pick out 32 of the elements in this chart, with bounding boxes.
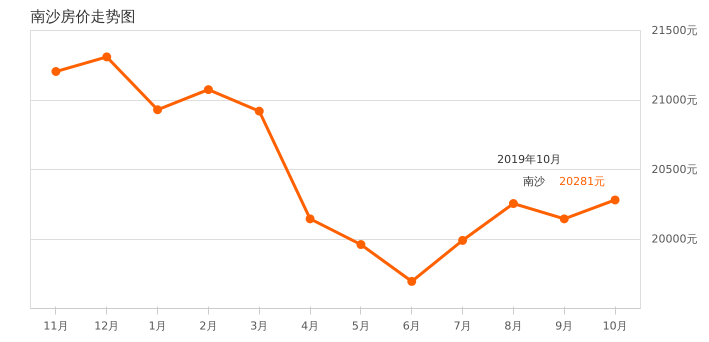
x-tick-label: 10月 bbox=[602, 320, 628, 332]
y-tick-label: 20000元 bbox=[652, 232, 698, 246]
series-label: 南沙 bbox=[523, 174, 546, 188]
x-tick-label: 5月 bbox=[352, 320, 370, 332]
x-tick-label: 11月 bbox=[43, 320, 68, 332]
point bbox=[407, 276, 416, 286]
x-tick-label: 3月 bbox=[250, 320, 268, 332]
point bbox=[102, 52, 112, 62]
y-tick-label: 21500元 bbox=[652, 24, 698, 37]
point bbox=[356, 240, 366, 250]
point bbox=[508, 199, 518, 208]
x-tick-label: 6月 bbox=[402, 320, 421, 332]
x-tick-label: 7月 bbox=[454, 320, 472, 332]
x-tick-label: 4月 bbox=[301, 320, 320, 332]
x-tick-label: 8月 bbox=[504, 320, 522, 332]
y-tick-label: 20500元 bbox=[652, 163, 698, 176]
x-tick-label: 9月 bbox=[555, 320, 574, 332]
x-tick-label: 2月 bbox=[199, 320, 218, 332]
annotation: 2019年10月 bbox=[497, 152, 562, 166]
x-tick-label: 12月 bbox=[94, 320, 120, 332]
y-tick-label: 21000元 bbox=[652, 94, 698, 106]
point bbox=[306, 214, 315, 224]
point bbox=[254, 106, 264, 116]
point bbox=[560, 214, 569, 224]
point bbox=[51, 67, 60, 76]
x-tick-label: 1月 bbox=[148, 320, 167, 332]
point bbox=[458, 236, 468, 245]
data-label: 20281元 bbox=[559, 174, 606, 188]
point bbox=[204, 85, 213, 94]
chart-title: 南沙房价走势图 bbox=[30, 8, 136, 26]
point bbox=[610, 195, 620, 204]
point bbox=[153, 105, 162, 114]
